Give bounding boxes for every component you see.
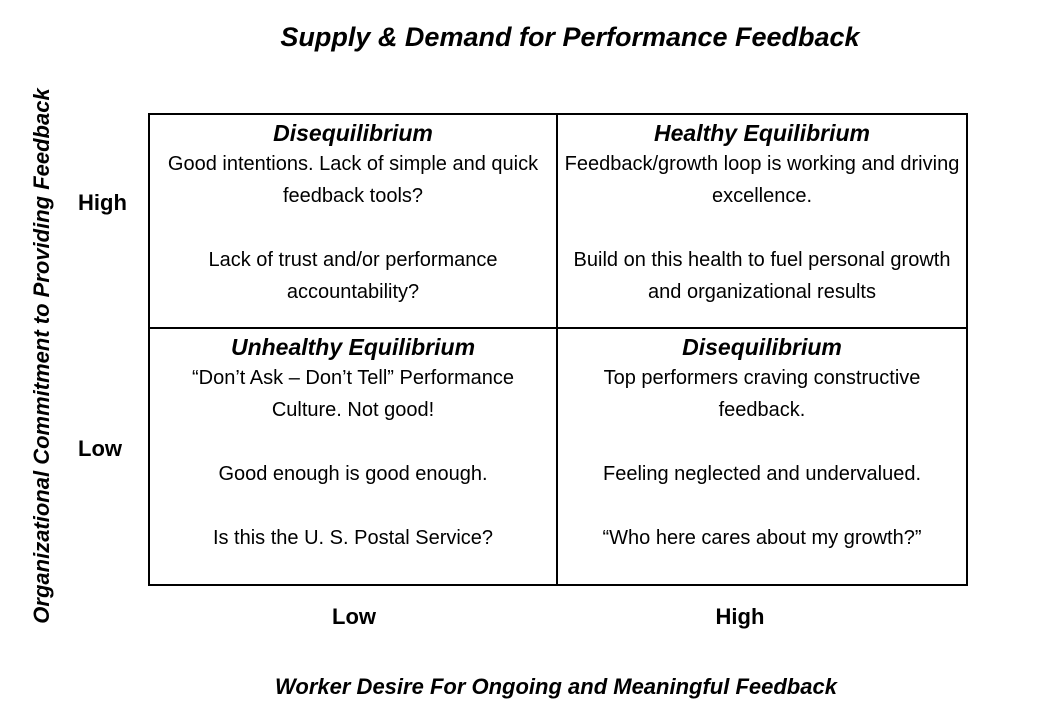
quadrant-top-left: Disequilibrium Good intentions. Lack of … [150,115,558,329]
quadrant-top-right: Healthy Equilibrium Feedback/growth loop… [558,115,966,329]
quadrant-text: Lack of trust and/or performance account… [208,249,498,303]
y-axis-title: Organizational Commitment to Providing F… [29,88,54,624]
quadrant-heading: Healthy Equilibrium [654,120,870,146]
x-axis-low-label: Low [332,604,376,629]
quadrant-text: “Who here cares about my growth?” [602,527,922,549]
quadrant-bottom-left: Unhealthy Equilibrium “Don’t Ask – Don’t… [150,329,558,584]
quadrant-text: Good intentions. Lack of simple and quic… [167,153,539,207]
diagram-title: Supply & Demand for Performance Feedback [280,22,860,52]
y-axis-high-label: High [78,190,127,215]
quadrant-text: Build on this health to fuel personal gr… [573,249,951,303]
x-axis-high-label: High [715,604,765,629]
quadrant-text: Top performers craving constructive feed… [603,367,921,421]
quadrant-text: “Don’t Ask – Don’t Tell” Performance Cul… [192,367,514,421]
quadrant-bottom-right: Disequilibrium Top performers craving co… [558,329,966,584]
quadrant-text: Is this the U. S. Postal Service? [212,527,494,549]
quadrant-matrix: Disequilibrium Good intentions. Lack of … [148,113,968,586]
quadrant-text: Feeling neglected and undervalued. [602,463,922,485]
x-axis-title: Worker Desire For Ongoing and Meaningful… [275,674,837,699]
quadrant-text: Feedback/growth loop is working and driv… [564,153,960,207]
quadrant-heading: Disequilibrium [273,120,433,146]
quadrant-heading: Disequilibrium [682,334,842,360]
y-axis-low-label: Low [78,436,122,461]
quadrant-text: Good enough is good enough. [218,463,488,485]
quadrant-heading: Unhealthy Equilibrium [230,334,476,360]
